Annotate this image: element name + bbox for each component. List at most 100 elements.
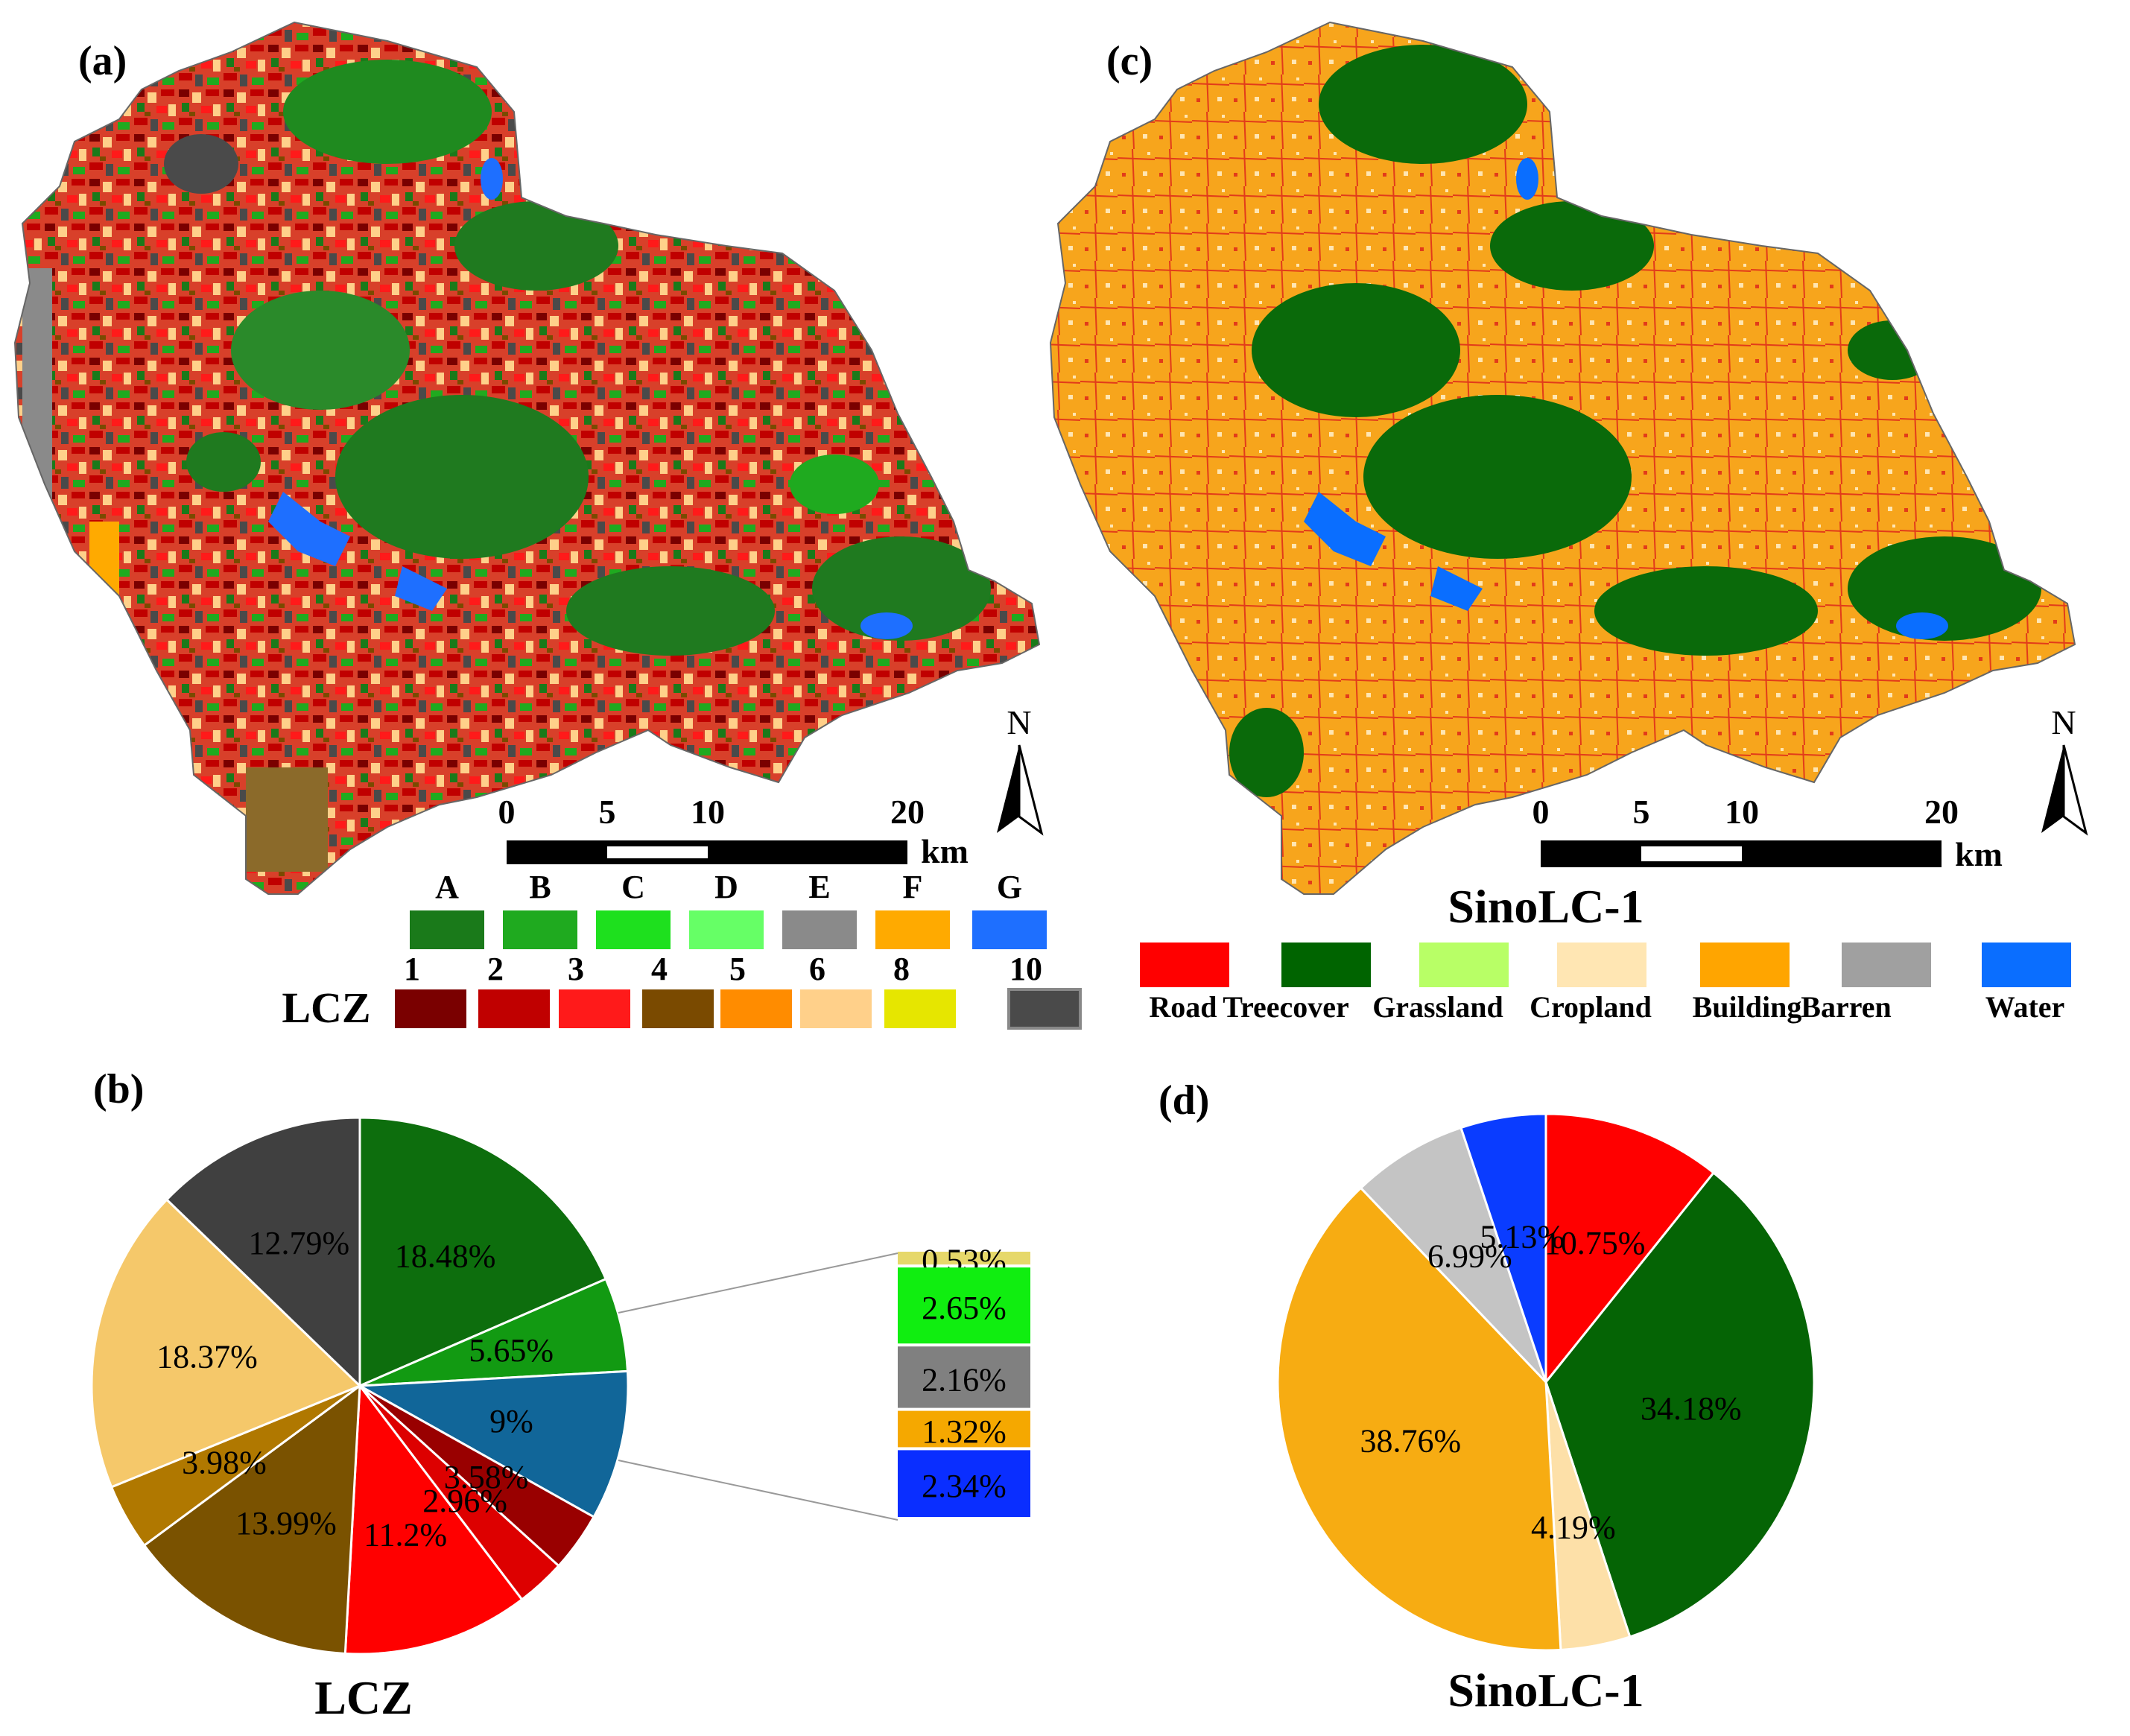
lcz-breakdown-bar-2 [898, 1346, 1030, 1408]
sinolc-class-water-swatch [1982, 943, 2071, 987]
sinolc-pie-chart: 10.75% 34.18% 4.19% 38.76% 6.99%5.13% [1276, 1112, 1816, 1652]
lcz-class-2-swatch [478, 989, 550, 1028]
lcz-pie-slice-label-4: 2.96% [422, 1483, 507, 1519]
sinolc-class-road-label: Road [1149, 990, 1217, 1024]
lcz-pie-slice-9 [165, 1116, 361, 1389]
scale-bar-a: 0 5 10 20 km [498, 793, 969, 870]
lcz-pie-slice-5 [343, 1382, 524, 1656]
sinolc-pie-slice-1 [1544, 1170, 1816, 1638]
lcz-class-8-swatch [884, 989, 956, 1028]
lcz-class-c-swatch [596, 910, 671, 949]
sinolc-class-road-swatch [1140, 943, 1229, 987]
lcz-class-d-label: D [714, 869, 738, 905]
lcz-class-8-label: 8 [893, 951, 910, 987]
sinolc-pie-slice-3 [1276, 1186, 1562, 1652]
sinolc-pie-slice-label-4: 6.99% [1427, 1238, 1512, 1274]
sinolc-pie-slice-5 [1459, 1112, 1547, 1383]
lcz-breakdown-label-1: 2.65% [922, 1290, 1007, 1326]
scale-tick-20: 20 [890, 793, 925, 831]
lcz-legend-title: LCZ [282, 983, 370, 1032]
lcz-class-b-swatch [503, 910, 577, 949]
lcz-class-f-label: F [903, 869, 923, 905]
panel-label-d: (d) [1158, 1077, 1209, 1124]
sinolc-pie-slice-label-1: 34.18% [1641, 1390, 1742, 1427]
lcz-class-6-swatch [800, 989, 872, 1028]
sinolc-pie-slice-label-5: 5.13% [1480, 1219, 1565, 1255]
lcz-built-legend: 1 2 3 4 5 6 8 10 [395, 951, 1082, 1030]
lcz-pie-slice-label-7: 3.98% [182, 1444, 267, 1480]
lcz-pie-slice-0 [358, 1116, 608, 1388]
sinolc-pie-slice-0 [1544, 1112, 1716, 1386]
north-label-a: N [1007, 703, 1031, 741]
lcz-class-4-swatch [642, 989, 714, 1028]
sinolc-class-cropland-swatch [1557, 943, 1646, 987]
sinolc-class-building-swatch [1700, 943, 1790, 987]
scale-tick-10: 10 [691, 793, 725, 831]
lcz-natural-legend: A B C D E F G [410, 869, 1047, 949]
sinolc-class-treecover-label: Treecover [1223, 990, 1349, 1024]
lcz-class-1-label: 1 [404, 951, 420, 987]
lcz-class-6-label: 6 [809, 951, 825, 987]
lcz-pie-slice-label-2: 9% [489, 1403, 533, 1439]
lcz-class-e-swatch [782, 910, 857, 949]
lcz-class-d-swatch [689, 910, 764, 949]
sinolc-pie-slice-4 [1359, 1126, 1547, 1384]
lcz-pie-slice-1 [359, 1277, 630, 1387]
sinolc-pie-slice-label-0: 10.75% [1544, 1225, 1646, 1261]
lcz-pie-slice-label-9: 12.79% [249, 1225, 350, 1261]
lcz-pie-slice-label-1: 5.65% [469, 1332, 554, 1369]
sinolc-legend: Road Treecover Grassland Cropland BuildingBa… [1140, 943, 2071, 1024]
lcz-map [14, 22, 1040, 895]
lcz-pie-slice-label-5: 11.2% [364, 1517, 447, 1553]
lcz-class-10-label: 10 [1009, 951, 1042, 987]
lcz-pie-slice-label-3: 3.58% [444, 1459, 529, 1495]
sinolc-class-grassland-label: Grassland [1372, 990, 1503, 1024]
lcz-class-1-swatch [395, 989, 466, 1028]
lcz-class-f-swatch [875, 910, 950, 949]
lcz-breakdown-bar-0 [898, 1252, 1030, 1265]
lcz-class-b-label: B [529, 869, 551, 905]
lcz-breakdown-bar-4 [898, 1450, 1030, 1517]
lcz-breakdown-bar-1 [898, 1267, 1030, 1344]
sinolc-class-treecover-swatch [1281, 943, 1371, 987]
lcz-pie-title: LCZ [314, 1671, 413, 1724]
lcz-class-e-label: E [808, 869, 830, 905]
sinolc-class-building-label: Building [1693, 990, 1802, 1024]
scale-bar-c: 0 5 10 20 km [1532, 793, 2003, 873]
scale-tick-5: 5 [599, 793, 616, 831]
lcz-class-10-swatch [1007, 988, 1082, 1030]
breakdown-connector-top [618, 1252, 898, 1314]
lcz-pie-chart: 18.48% 5.65% 9% 3.58%2.96%11.2% 13.99% 3.98% 1… [90, 1116, 1030, 1656]
lcz-class-a-label: A [435, 869, 459, 905]
lcz-class-4-label: 4 [651, 951, 668, 987]
lcz-pie-slice-label-8: 18.37% [156, 1339, 258, 1375]
lcz-class-5-swatch [720, 989, 792, 1028]
lcz-class-g-label: G [997, 869, 1022, 905]
sinolc-class-water-label: Water [1985, 990, 2065, 1024]
breakdown-connector-bottom [618, 1460, 898, 1521]
lcz-breakdown-label-3: 1.32% [922, 1413, 1007, 1450]
scale-unit-a: km [921, 832, 969, 870]
north-arrow-a: N [997, 703, 1044, 836]
sinolc-pie-slice-label-3: 38.76% [1360, 1423, 1461, 1460]
scale-tick-20: 20 [1924, 793, 1959, 831]
sinolc-class-barren-swatch [1842, 943, 1931, 987]
lcz-pie-slice-6 [142, 1383, 361, 1656]
sinolc-pie-title: SinoLC-1 [1448, 1664, 1644, 1717]
scale-tick-10: 10 [1725, 793, 1759, 831]
lcz-pie-slice-8 [90, 1197, 362, 1489]
lcz-class-3-label: 3 [568, 951, 584, 987]
scale-tick-5: 5 [1633, 793, 1650, 831]
scale-unit-c: km [1955, 835, 2003, 873]
north-arrow-c: N [2041, 703, 2088, 836]
lcz-class-3-swatch [559, 989, 630, 1028]
lcz-breakdown-label-4: 2.34% [922, 1468, 1007, 1504]
panel-label-c: (c) [1106, 38, 1153, 84]
sinolc-class-grassland-swatch [1419, 943, 1509, 987]
sinolc-pie-slice-label-2: 4.19% [1531, 1510, 1616, 1546]
lcz-class-5-label: 5 [729, 951, 746, 987]
sinolc-class-cropland-label: Cropland [1530, 990, 1652, 1024]
lcz-class-2-label: 2 [487, 951, 504, 987]
lcz-breakdown-bar-3 [898, 1410, 1030, 1448]
